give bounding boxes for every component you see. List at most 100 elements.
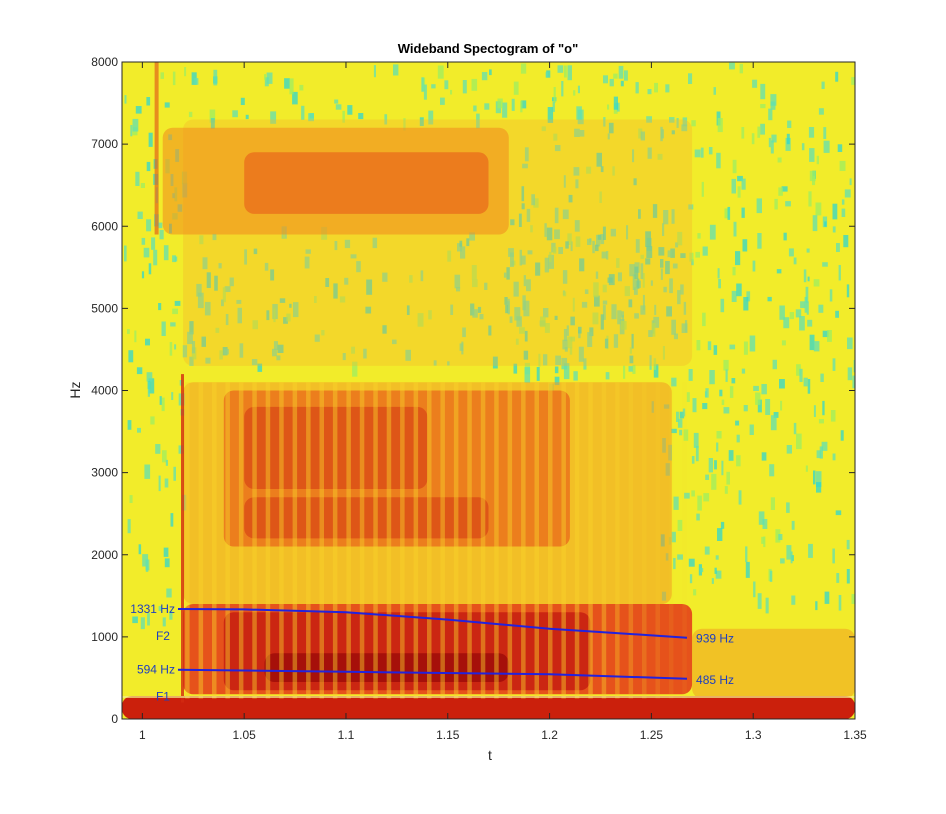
noise-speckle: [743, 341, 748, 355]
noise-speckle: [672, 263, 678, 269]
noise-speckle: [692, 398, 697, 413]
noise-speckle: [742, 239, 748, 252]
noise-speckle: [603, 117, 606, 127]
noise-speckle: [749, 335, 756, 352]
noise-speckle: [604, 338, 609, 349]
noise-speckle: [191, 72, 197, 85]
energy-band: [264, 653, 509, 682]
pitch-striation: [252, 382, 257, 699]
noise-speckle: [841, 208, 846, 217]
noise-speckle: [820, 373, 824, 382]
noise-speckle: [169, 611, 173, 620]
noise-speckle: [713, 345, 718, 355]
noise-speckle: [729, 62, 735, 70]
noise-speckle: [270, 269, 275, 281]
y-tick-label: 6000: [91, 219, 118, 233]
noise-speckle: [171, 392, 174, 400]
noise-speckle: [128, 350, 134, 363]
pitch-striation: [494, 382, 499, 699]
noise-speckle: [635, 82, 639, 94]
noise-speckle: [222, 287, 226, 303]
pitch-striation: [413, 382, 419, 699]
noise-speckle: [746, 291, 751, 302]
noise-speckle: [554, 145, 561, 152]
noise-speckle: [503, 272, 507, 278]
noise-speckle: [761, 384, 767, 395]
noise-speckle: [309, 113, 314, 119]
noise-speckle: [569, 347, 573, 355]
noise-speckle: [836, 243, 840, 252]
noise-speckle: [673, 496, 679, 510]
noise-speckle: [717, 118, 723, 133]
noise-speckle: [671, 428, 677, 434]
noise-speckle: [187, 331, 193, 345]
noise-speckle: [145, 559, 150, 571]
noise-speckle: [768, 108, 773, 121]
noise-speckle: [339, 296, 346, 303]
noise-speckle: [780, 558, 785, 564]
noise-speckle: [741, 368, 746, 374]
noise-speckle: [676, 118, 679, 128]
pitch-striation: [346, 382, 351, 699]
noise-speckle: [821, 441, 828, 451]
noise-speckle: [806, 301, 809, 315]
noise-speckle: [164, 102, 170, 108]
noise-speckle: [460, 246, 466, 259]
energy-band: [122, 696, 855, 719]
noise-speckle: [202, 257, 208, 270]
noise-speckle: [472, 309, 478, 318]
noise-speckle: [803, 377, 808, 387]
noise-speckle: [729, 386, 734, 398]
noise-speckle: [719, 389, 723, 397]
y-tick-label: 1000: [91, 630, 118, 644]
noise-speckle: [705, 388, 709, 398]
noise-speckle: [527, 250, 533, 255]
pitch-striation: [480, 382, 486, 699]
noise-speckle: [289, 78, 294, 95]
noise-speckle: [466, 238, 470, 247]
noise-speckle: [832, 203, 838, 220]
noise-speckle: [632, 274, 636, 290]
noise-speckle: [292, 91, 298, 105]
noise-speckle: [450, 304, 454, 315]
noise-speckle: [680, 284, 684, 295]
pitch-striation: [655, 382, 660, 699]
noise-speckle: [818, 419, 824, 424]
noise-speckle: [808, 127, 815, 138]
noise-speckle: [715, 555, 719, 560]
y-tick-label: 5000: [91, 301, 118, 315]
y-tick-label: 2000: [91, 548, 118, 562]
noise-speckle: [837, 144, 843, 152]
noise-speckle: [301, 105, 305, 120]
noise-speckle: [392, 339, 397, 345]
noise-speckle: [549, 251, 552, 262]
noise-speckle: [541, 126, 546, 132]
noise-speckle: [660, 259, 664, 268]
noise-speckle: [189, 321, 194, 335]
noise-speckle: [757, 399, 762, 413]
noise-speckle: [304, 256, 310, 269]
noise-speckle: [184, 67, 187, 77]
noise-speckle: [832, 226, 836, 233]
noise-speckle: [682, 408, 686, 417]
noise-speckle: [561, 357, 568, 370]
noise-speckle: [847, 337, 853, 350]
pitch-striation: [561, 382, 566, 699]
noise-speckle: [807, 379, 811, 394]
noise-speckle: [197, 292, 204, 309]
noise-speckle: [816, 155, 819, 165]
noise-speckle: [352, 361, 358, 377]
noise-speckle: [638, 209, 641, 219]
noise-speckle: [196, 283, 202, 297]
noise-speckle: [762, 519, 768, 529]
x-tick-label: 1.3: [745, 728, 762, 742]
noise-speckle: [201, 336, 206, 347]
pitch-striation: [628, 382, 634, 699]
noise-speckle: [790, 551, 793, 564]
noise-speckle: [170, 322, 176, 327]
noise-speckle: [741, 178, 746, 190]
noise-speckle: [554, 315, 558, 320]
pitch-striation: [534, 382, 539, 699]
noise-speckle: [670, 248, 675, 258]
